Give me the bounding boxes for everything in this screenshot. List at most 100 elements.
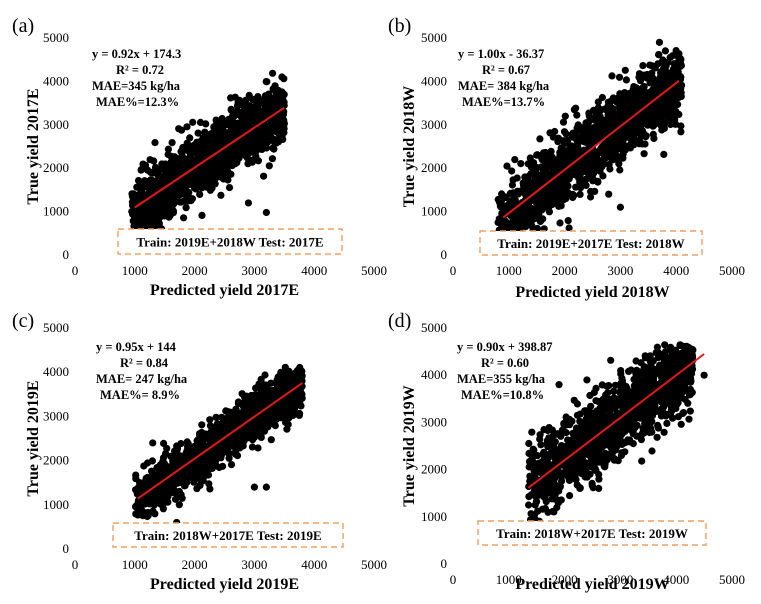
scatter-point: [206, 416, 214, 424]
scatter-point: [622, 76, 631, 84]
scatter-point: [602, 143, 611, 151]
scatter-point: [528, 179, 536, 187]
scatter-point: [584, 127, 592, 135]
scatter-point: [574, 121, 582, 129]
scatter-point: [509, 176, 517, 184]
split-label: Train: 2019E+2018W Test: 2017E: [136, 235, 323, 250]
scatter-point: [268, 155, 276, 163]
scatter-point: [181, 482, 189, 490]
scatter-point: [632, 97, 640, 105]
scatter-point: [233, 102, 242, 110]
scatter-point: [189, 448, 197, 456]
scatter-point: [263, 95, 271, 103]
y-tick-label: 0: [441, 556, 448, 571]
scatter-point: [662, 62, 670, 70]
panel-label: (c): [12, 310, 34, 332]
scatter-point: [651, 84, 660, 92]
scatter-point: [267, 436, 275, 444]
scatter-point: [204, 131, 212, 139]
scatter-point: [280, 120, 288, 128]
scatter-point: [269, 100, 278, 108]
x-tick-label: 0: [450, 572, 457, 587]
scatter-point: [587, 193, 595, 201]
scatter-point: [608, 72, 616, 80]
scatter-point: [559, 148, 567, 156]
scatter-point: [555, 201, 563, 209]
scatter-point: [536, 135, 544, 143]
scatter-point: [264, 126, 272, 134]
scatter-point: [604, 149, 612, 157]
scatter-point: [533, 151, 541, 159]
scatter-point: [629, 426, 638, 434]
scatter-point: [545, 208, 554, 216]
scatter-point: [254, 444, 262, 452]
scatter-point: [261, 425, 269, 433]
scatter-point: [617, 94, 625, 102]
x-tick-label: 3000: [607, 263, 633, 278]
scatter-point: [244, 199, 253, 207]
scatter-point: [527, 163, 536, 171]
scatter-point: [685, 415, 693, 423]
scatter-point: [671, 112, 679, 120]
scatter-point: [588, 115, 596, 123]
scatter-point: [172, 489, 180, 497]
split-label: Train: 2019E+2017E Test: 2018W: [497, 236, 684, 251]
scatter-point: [686, 407, 694, 415]
scatter-point: [296, 363, 304, 372]
scatter-point: [588, 171, 596, 179]
scatter-point: [210, 145, 218, 153]
y-axis-title: True yield 2019E: [25, 380, 42, 496]
split-label: Train: 2018W+2017E Test: 2019E: [134, 528, 321, 543]
scatter-point: [620, 112, 629, 120]
scatter-point: [595, 484, 603, 492]
scatter-point: [609, 112, 617, 120]
scatter-point: [210, 452, 218, 460]
scatter-point: [275, 382, 283, 390]
scatter-point: [674, 68, 682, 76]
scatter-point: [183, 139, 191, 147]
scatter-point: [161, 160, 169, 168]
panel-d: (d)0 1000 2000 3000 4000 50000100020003000400…: [388, 310, 745, 593]
scatter-point: [607, 97, 616, 105]
scatter-point: [543, 191, 552, 199]
y-tick-label: 0: [441, 247, 448, 262]
y-tick-label: 0: [63, 247, 70, 262]
scatter-point: [265, 162, 273, 170]
scatter-point: [594, 122, 602, 130]
scatter-point: [599, 122, 607, 130]
scatter-point: [252, 152, 260, 160]
scatter-point: [253, 98, 261, 106]
scatter-point: [262, 208, 270, 217]
scatter-point: [648, 69, 656, 77]
scatter-point: [263, 78, 271, 86]
scatter-point: [144, 511, 152, 520]
x-tick-label: 4000: [301, 557, 327, 572]
scatter-point: [141, 177, 149, 185]
scatter-point: [171, 495, 180, 503]
scatter-point: [194, 129, 202, 137]
stats-annotation: MAE=345 kg/ha: [92, 79, 181, 93]
scatter-point: [273, 120, 281, 128]
scatter-point: [146, 156, 154, 164]
scatter-point: [250, 483, 258, 491]
scatter-point: [202, 163, 210, 172]
scatter-point: [536, 435, 544, 443]
scatter-point: [234, 400, 242, 408]
scatter-point: [255, 140, 263, 148]
scatter-point: [218, 158, 226, 166]
scatter-point: [660, 428, 668, 436]
scatter-point: [261, 371, 269, 379]
y-tick-label: 2000: [421, 462, 447, 477]
x-axis-title: Predicted yield 2019E: [150, 576, 299, 593]
scatter-point: [184, 440, 192, 448]
scatter-point: [215, 431, 223, 440]
scatter-point: [156, 199, 164, 207]
scatter-point: [606, 165, 614, 173]
scatter-point: [642, 133, 650, 141]
scatter-point: [538, 155, 546, 163]
scatter-point: [284, 401, 292, 409]
scatter-point: [616, 166, 624, 174]
scatter-point: [640, 150, 648, 158]
scatter-point: [262, 483, 270, 491]
y-axis-title: True yield 2019W: [401, 385, 418, 506]
